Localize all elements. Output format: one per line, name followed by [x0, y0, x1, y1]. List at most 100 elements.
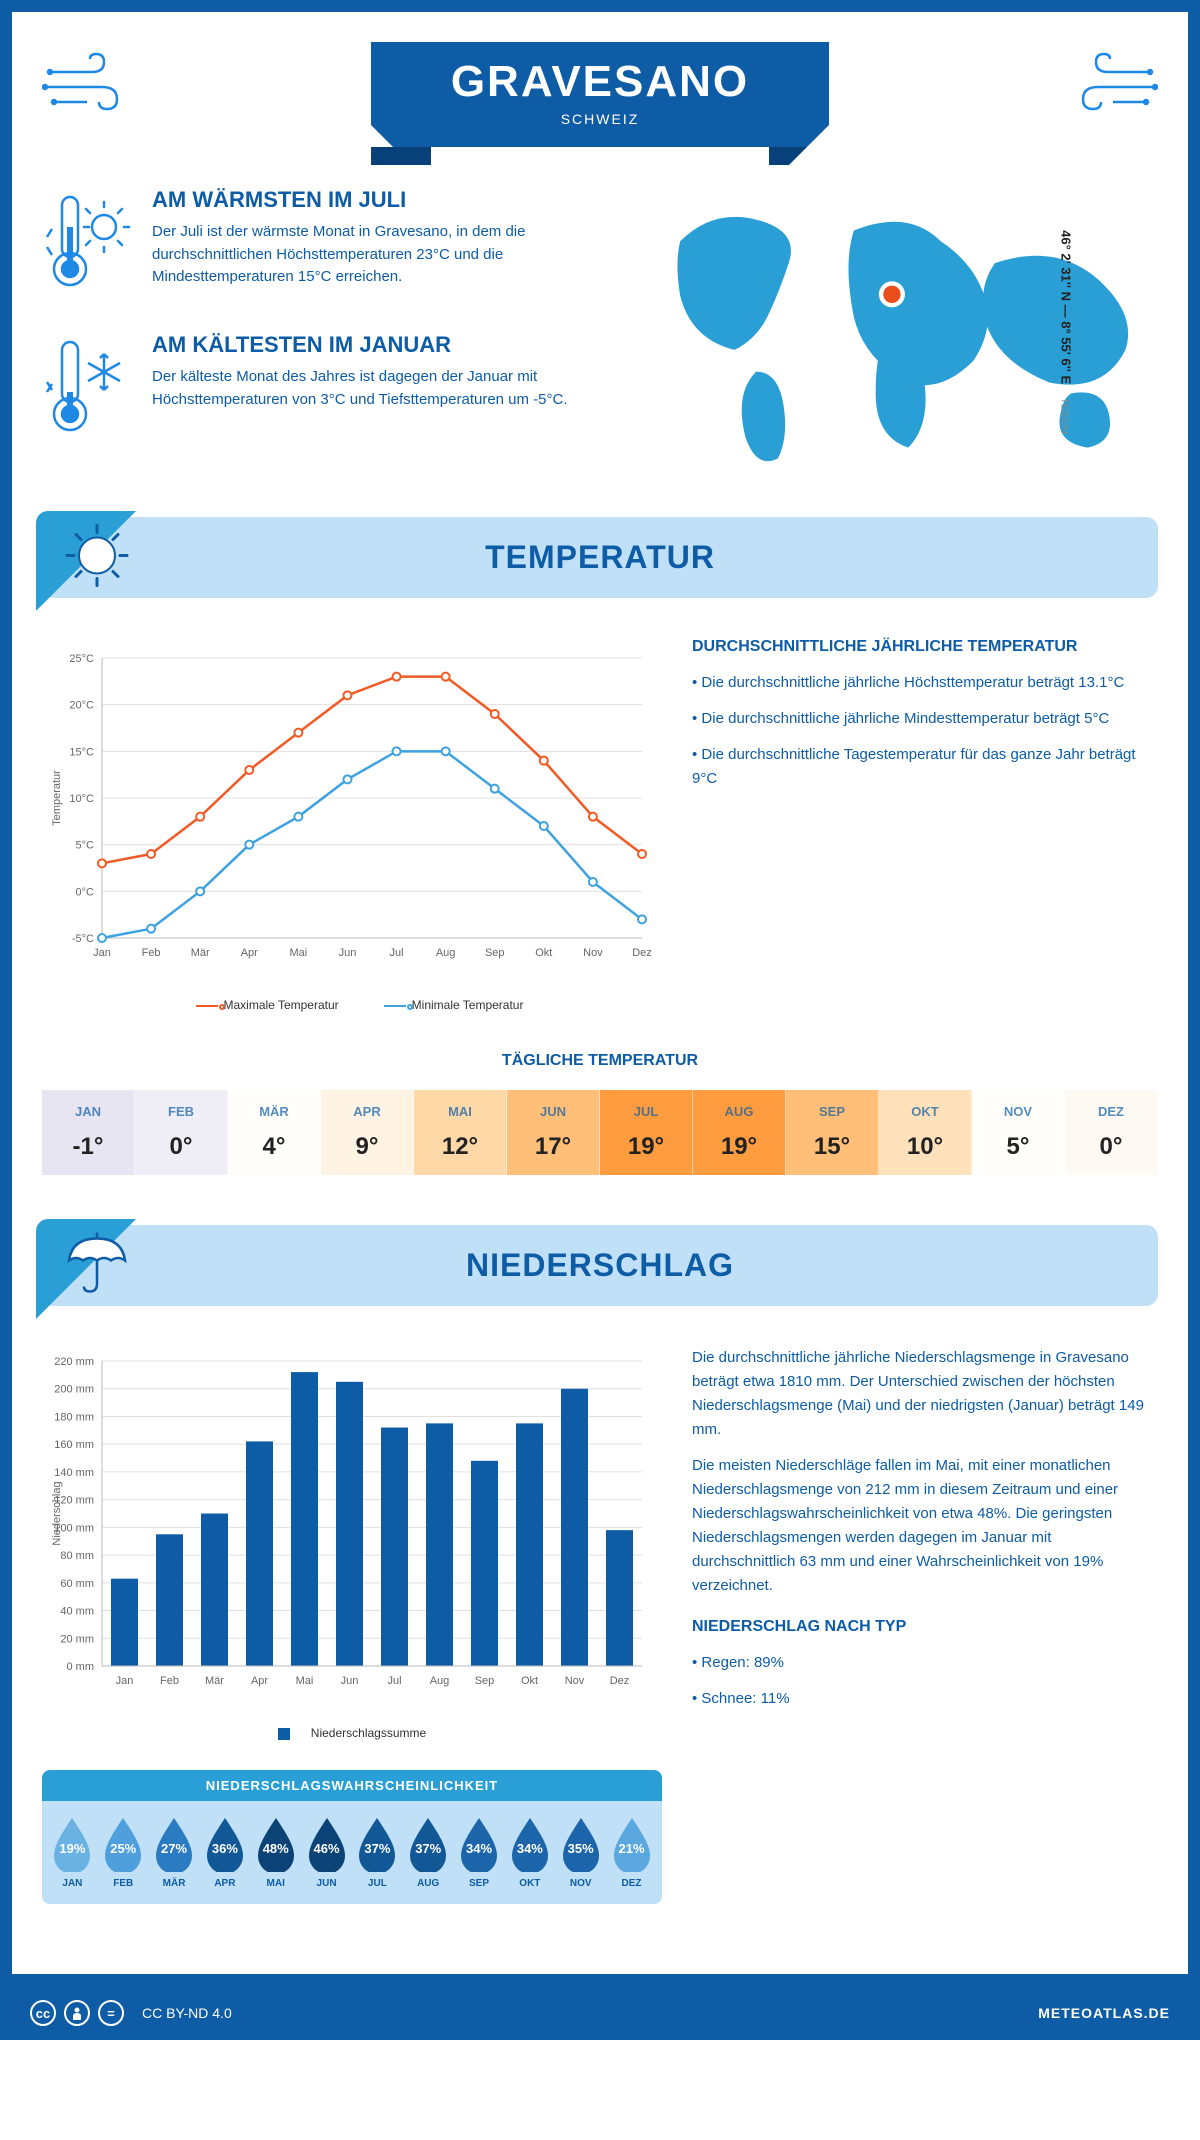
nd-icon: =	[98, 2000, 124, 2026]
svg-text:60 mm: 60 mm	[60, 1578, 94, 1590]
temp-cell: DEZ0°	[1065, 1090, 1158, 1175]
svg-text:25°C: 25°C	[69, 653, 94, 665]
thermometer-hot-icon	[42, 187, 132, 302]
temp-cell: APR9°	[321, 1090, 414, 1175]
svg-text:Apr: Apr	[241, 947, 258, 959]
probability-title: NIEDERSCHLAGSWAHRSCHEINLICHKEIT	[42, 1770, 662, 1801]
wind-icon-left	[42, 52, 142, 127]
precip-type-list: Regen: 89% Schnee: 11%	[692, 1651, 1158, 1711]
cold-text: Der kälteste Monat des Jahres ist dagege…	[152, 366, 585, 411]
probability-drop: 27%MÄR	[152, 1816, 196, 1889]
probability-drop: 34%SEP	[457, 1816, 501, 1889]
temp-cell: NOV5°	[972, 1090, 1065, 1175]
probability-drop: 36%APR	[203, 1816, 247, 1889]
svg-text:80 mm: 80 mm	[60, 1550, 94, 1562]
svg-text:Jan: Jan	[93, 947, 111, 959]
precip-paragraph: Die durchschnittliche jährliche Niedersc…	[692, 1346, 1158, 1442]
svg-text:10°C: 10°C	[69, 793, 94, 805]
title-banner: GRAVESANO SCHWEIZ	[371, 42, 829, 147]
probability-drop: 34%OKT	[508, 1816, 552, 1889]
precip-type-item: Regen: 89%	[692, 1651, 1158, 1675]
precip-paragraph: Die meisten Niederschläge fallen im Mai,…	[692, 1454, 1158, 1598]
svg-text:Sep: Sep	[475, 1675, 495, 1687]
probability-panel: NIEDERSCHLAGSWAHRSCHEINLICHKEIT 19%JAN25…	[42, 1770, 662, 1904]
precipitation-text: Die durchschnittliche jährliche Niedersc…	[692, 1346, 1158, 1598]
daily-temp-title: TÄGLICHE TEMPERATUR	[42, 1052, 1158, 1070]
temp-summary-item: Die durchschnittliche jährliche Höchstte…	[692, 671, 1158, 695]
warm-title: AM WÄRMSTEN IM JULI	[152, 187, 585, 213]
daily-temp-table: JAN-1°FEB0°MÄR4°APR9°MAI12°JUN17°JUL19°A…	[42, 1090, 1158, 1175]
warm-fact: AM WÄRMSTEN IM JULI Der Juli ist der wär…	[42, 187, 585, 302]
svg-text:-5°C: -5°C	[72, 933, 94, 945]
svg-text:Sep: Sep	[485, 947, 505, 959]
svg-text:180 mm: 180 mm	[54, 1411, 94, 1423]
svg-text:Feb: Feb	[142, 947, 161, 959]
country-subtitle: SCHWEIZ	[451, 111, 749, 127]
temp-cell: FEB0°	[135, 1090, 228, 1175]
temp-cell: JUN17°	[507, 1090, 600, 1175]
temp-cell: MÄR4°	[228, 1090, 321, 1175]
svg-text:Mai: Mai	[296, 1675, 314, 1687]
svg-text:Okt: Okt	[521, 1675, 538, 1687]
city-title: GRAVESANO	[451, 57, 749, 107]
svg-text:140 mm: 140 mm	[54, 1467, 94, 1479]
precipitation-section-header: NIEDERSCHLAG	[42, 1225, 1158, 1306]
svg-text:15°C: 15°C	[69, 746, 94, 758]
svg-text:Jun: Jun	[339, 947, 357, 959]
svg-text:Jul: Jul	[387, 1675, 401, 1687]
probability-drop: 25%FEB	[101, 1816, 145, 1889]
svg-text:200 mm: 200 mm	[54, 1384, 94, 1396]
svg-text:Temperatur: Temperatur	[51, 770, 63, 826]
footer: cc = CC BY-ND 4.0 METEOATLAS.DE	[0, 1986, 1200, 2040]
world-map-icon	[615, 187, 1158, 469]
umbrella-icon	[62, 1228, 132, 1303]
license-text: CC BY-ND 4.0	[142, 2005, 232, 2021]
cc-icon: cc	[30, 2000, 56, 2026]
probability-drop: 37%AUG	[406, 1816, 450, 1889]
temp-summary-list: Die durchschnittliche jährliche Höchstte…	[692, 671, 1158, 791]
svg-text:5°C: 5°C	[76, 840, 95, 852]
temp-cell: OKT10°	[879, 1090, 972, 1175]
precipitation-title: NIEDERSCHLAG	[42, 1247, 1158, 1284]
probability-drop: 19%JAN	[50, 1816, 94, 1889]
svg-text:160 mm: 160 mm	[54, 1439, 94, 1451]
line-chart-legend: Maximale TemperaturMinimale Temperatur	[42, 998, 662, 1012]
svg-text:Mär: Mär	[191, 947, 210, 959]
svg-text:Nov: Nov	[583, 947, 603, 959]
temp-summary-item: Die durchschnittliche jährliche Mindestt…	[692, 707, 1158, 731]
probability-drop: 48%MAI	[254, 1816, 298, 1889]
temp-cell: MAI12°	[414, 1090, 507, 1175]
svg-text:Nov: Nov	[565, 1675, 585, 1687]
svg-text:20 mm: 20 mm	[60, 1633, 94, 1645]
svg-text:0 mm: 0 mm	[67, 1661, 95, 1673]
temp-summary-title: DURCHSCHNITTLICHE JÄHRLICHE TEMPERATUR	[692, 638, 1158, 656]
sun-icon	[62, 520, 132, 595]
svg-text:0°C: 0°C	[76, 886, 95, 898]
bar-chart-legend: Niederschlagssumme	[42, 1726, 662, 1740]
warm-text: Der Juli ist der wärmste Monat in Graves…	[152, 221, 585, 289]
precipitation-bar-chart: 0 mm20 mm40 mm60 mm80 mm100 mm120 mm140 …	[42, 1346, 662, 1706]
thermometer-cold-icon	[42, 332, 132, 447]
cold-fact: AM KÄLTESTEN IM JANUAR Der kälteste Mona…	[42, 332, 585, 447]
intro-row: AM WÄRMSTEN IM JULI Der Juli ist der wär…	[42, 187, 1158, 477]
svg-text:Mär: Mär	[205, 1675, 224, 1687]
svg-text:Jun: Jun	[341, 1675, 359, 1687]
svg-text:20°C: 20°C	[69, 700, 94, 712]
cold-title: AM KÄLTESTEN IM JANUAR	[152, 332, 585, 358]
temp-cell: JAN-1°	[42, 1090, 135, 1175]
probability-drop: 37%JUL	[355, 1816, 399, 1889]
by-icon	[64, 2000, 90, 2026]
probability-drop: 35%NOV	[559, 1816, 603, 1889]
temperature-title: TEMPERATUR	[42, 539, 1158, 576]
svg-text:Niederschlag: Niederschlag	[51, 1481, 63, 1545]
svg-text:Apr: Apr	[251, 1675, 268, 1687]
temp-summary-item: Die durchschnittliche Tagestemperatur fü…	[692, 743, 1158, 791]
svg-text:Okt: Okt	[535, 947, 552, 959]
svg-text:Dez: Dez	[610, 1675, 630, 1687]
svg-text:Feb: Feb	[160, 1675, 179, 1687]
precip-type-item: Schnee: 11%	[692, 1687, 1158, 1711]
infographic-frame: GRAVESANO SCHWEIZ AM	[0, 0, 1200, 1986]
site-name: METEOATLAS.DE	[1038, 2005, 1170, 2021]
svg-text:220 mm: 220 mm	[54, 1356, 94, 1368]
probability-drop: 21%DEZ	[610, 1816, 654, 1889]
